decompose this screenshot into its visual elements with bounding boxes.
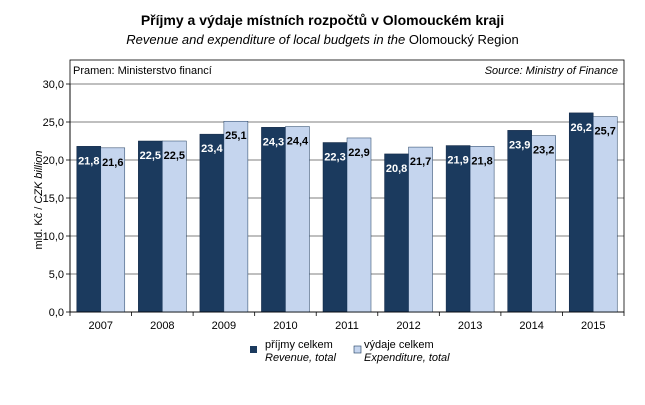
y-tick-label: 5,0 <box>49 269 64 281</box>
y-tick-label: 0,0 <box>49 307 64 319</box>
data-label-expenditure: 22,9 <box>348 147 369 159</box>
y-axis-label-en: CZK billion <box>33 150 45 203</box>
legend-revenue-en: Revenue, total <box>265 352 336 364</box>
x-tick-label: 2012 <box>396 320 420 332</box>
subtitle-italic: Revenue and expenditure of local budgets… <box>126 32 409 47</box>
data-label-revenue: 21,8 <box>78 155 99 167</box>
bar-expenditure <box>408 146 433 313</box>
x-tick-label: 2015 <box>581 320 605 332</box>
bar-expenditure <box>223 120 249 313</box>
subtitle-plain: Olomoucký Region <box>408 32 519 47</box>
y-axis-label-cz: mld. Kč / <box>33 204 45 250</box>
data-label-expenditure: 25,7 <box>595 126 616 138</box>
data-label-revenue: 24,3 <box>263 136 284 148</box>
bar-revenue <box>322 142 348 313</box>
x-tick-label: 2008 <box>150 320 174 332</box>
bar-expenditure <box>162 140 187 313</box>
source-cz: Pramen: Ministerstvo financí <box>73 65 212 77</box>
data-label-revenue: 22,3 <box>324 152 345 164</box>
data-label-revenue: 21,9 <box>447 155 468 167</box>
bar-revenue <box>384 153 409 313</box>
x-tick-label: 2014 <box>519 320 543 332</box>
data-label-expenditure: 21,8 <box>471 155 492 167</box>
y-tick-label: 25,0 <box>43 117 64 129</box>
x-tick-label: 2013 <box>458 320 482 332</box>
bar-revenue <box>568 112 594 313</box>
data-label-expenditure: 23,2 <box>533 145 554 157</box>
x-tick-label: 2011 <box>335 320 359 332</box>
data-label-revenue: 23,9 <box>509 139 530 151</box>
data-label-revenue: 23,4 <box>201 143 223 155</box>
data-label-revenue: 26,2 <box>571 122 592 134</box>
data-label-expenditure: 21,6 <box>102 157 123 169</box>
data-label-expenditure: 22,5 <box>164 150 185 162</box>
x-tick-label: 2007 <box>89 320 113 332</box>
x-tick-label: 2010 <box>273 320 297 332</box>
legend-revenue-cz: příjmy celkem <box>265 339 333 351</box>
data-label-revenue: 20,8 <box>386 163 407 175</box>
chart-subtitle: Revenue and expenditure of local budgets… <box>0 32 645 47</box>
data-label-expenditure: 21,7 <box>410 156 431 168</box>
bar-expenditure <box>100 147 126 313</box>
data-label-revenue: 22,5 <box>140 150 161 162</box>
bar-revenue <box>261 127 286 313</box>
legend-expenditure-cz: výdaje celkem <box>364 339 434 351</box>
x-tick-label: 2009 <box>212 320 236 332</box>
legend-swatch-expenditure <box>353 345 362 354</box>
bar-revenue <box>199 133 225 313</box>
bar-revenue <box>507 130 532 313</box>
bar-expenditure <box>285 126 310 313</box>
bar-expenditure <box>592 116 618 313</box>
y-tick-label: 20,0 <box>43 155 64 167</box>
source-en: Source: Ministry of Finance <box>485 65 618 77</box>
data-label-expenditure: 24,4 <box>287 136 309 148</box>
bar-expenditure <box>469 146 495 313</box>
bar-revenue <box>445 145 471 313</box>
y-tick-label: 10,0 <box>43 231 64 243</box>
bar-revenue <box>138 140 163 313</box>
y-axis-label: mld. Kč / CZK billion <box>33 150 45 249</box>
y-tick-label: 30,0 <box>43 79 64 91</box>
chart-title: Příjmy a výdaje místních rozpočtů v Olom… <box>140 12 505 28</box>
bar-expenditure <box>346 137 372 313</box>
bar-expenditure <box>531 135 556 313</box>
legend-swatch-revenue <box>250 346 257 353</box>
y-tick-label: 15,0 <box>43 193 64 205</box>
legend-expenditure-en: Expenditure, total <box>364 352 450 364</box>
bar-revenue <box>76 146 102 313</box>
data-label-expenditure: 25,1 <box>225 130 246 142</box>
